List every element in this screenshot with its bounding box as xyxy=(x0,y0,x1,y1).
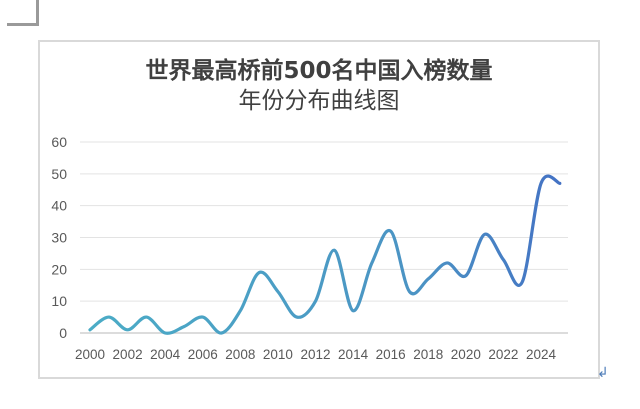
data-line xyxy=(88,174,562,335)
y-tick-label: 60 xyxy=(51,134,67,150)
x-tick-label: 2018 xyxy=(413,347,443,362)
y-tick-label: 50 xyxy=(51,166,67,182)
x-tick-label: 2004 xyxy=(150,347,181,362)
y-axis-ticks: 0 10 20 30 40 50 60 xyxy=(51,134,67,341)
gridlines xyxy=(80,141,568,334)
x-tick-label: 2024 xyxy=(526,347,557,362)
y-tick-label: 0 xyxy=(59,325,67,341)
y-tick-label: 20 xyxy=(51,261,67,277)
y-tick-label: 40 xyxy=(51,198,67,214)
x-tick-label: 2014 xyxy=(338,347,369,362)
x-tick-label: 2008 xyxy=(225,347,255,362)
chart-area: 世界最高桥前500名中国入榜数量 年份分布曲线图 xyxy=(38,40,600,379)
x-tick-label: 2020 xyxy=(451,347,481,362)
y-tick-label: 30 xyxy=(51,230,67,246)
y-tick-label: 10 xyxy=(51,293,67,309)
chart-title: 世界最高桥前500名中国入榜数量 年份分布曲线图 xyxy=(40,56,598,116)
corner-crop-mark xyxy=(7,0,39,26)
x-tick-label: 2016 xyxy=(376,347,406,362)
x-tick-label: 2000 xyxy=(75,347,105,362)
paragraph-return-icon: ↲ xyxy=(597,365,609,381)
x-axis-ticks: 2000 2002 2004 2006 2008 2010 2012 2014 2016 2018… xyxy=(75,347,557,362)
chart-title-line-2: 年份分布曲线图 xyxy=(238,88,400,114)
x-tick-label: 2022 xyxy=(488,347,518,362)
x-tick-label: 2006 xyxy=(188,347,218,362)
x-tick-label: 2002 xyxy=(113,347,143,362)
chart-title-line-1: 世界最高桥前500名中国入榜数量 xyxy=(145,58,493,84)
x-tick-label: 2012 xyxy=(300,347,330,362)
x-tick-label: 2010 xyxy=(263,347,293,362)
